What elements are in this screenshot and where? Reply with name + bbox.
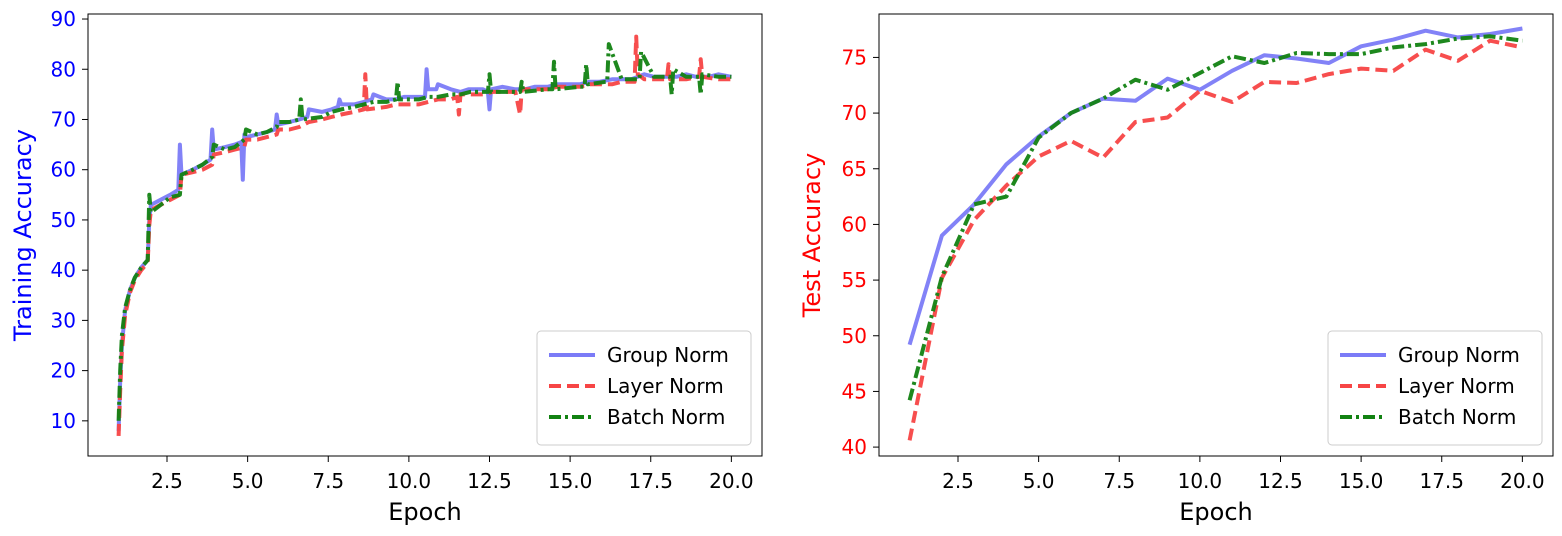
x-tick-label: 15.0 — [1339, 469, 1384, 493]
y-tick-label: 10 — [51, 409, 76, 433]
series-layer-test — [907, 26, 1523, 441]
x-tick-label: 15.0 — [548, 469, 593, 493]
legend-label: Group Norm — [1398, 343, 1520, 367]
x-tick-label: 12.5 — [1258, 469, 1303, 493]
series-line-batch-norm — [116, 42, 732, 421]
x-tick-label: 17.5 — [628, 469, 673, 493]
x-tick-label: 20.0 — [1500, 469, 1545, 493]
legend-training: Group Norm Layer Norm Batch Norm — [536, 330, 752, 446]
y-tick-label: 50 — [51, 208, 76, 232]
y-tick-label: 50 — [842, 324, 867, 348]
x-tick-label: 2.5 — [942, 469, 974, 493]
legend-label: Batch Norm — [607, 405, 725, 429]
y-ticks-training: 10 20 30 40 50 60 70 80 90 — [51, 7, 88, 433]
series-layer-training — [116, 34, 732, 436]
series-line-group-norm — [907, 26, 1523, 346]
y-ticks-test: 40 45 50 55 60 65 70 75 — [842, 45, 879, 459]
y-tick-label: 45 — [842, 379, 867, 403]
legend-label: Layer Norm — [1398, 374, 1515, 398]
chart-panel-test: 2.5 5.0 7.5 10.0 12.5 15.0 17.5 20.0 40 45 50 55 60… — [798, 13, 1554, 526]
x-tick-label: 5.0 — [1023, 469, 1055, 493]
x-axis-label-training: Epoch — [388, 498, 462, 526]
x-ticks-test: 2.5 5.0 7.5 10.0 12.5 15.0 17.5 20.0 — [942, 456, 1545, 493]
x-tick-label: 2.5 — [151, 469, 183, 493]
series-line-group-norm — [116, 67, 732, 431]
y-tick-label: 70 — [51, 107, 76, 131]
y-tick-label: 30 — [51, 308, 76, 332]
chart-panel-training: 2.5 5.0 7.5 10.0 12.5 15.0 17.5 20.0 10 20 30 40 50… — [9, 7, 763, 526]
legend-label: Layer Norm — [607, 374, 724, 398]
y-tick-label: 55 — [842, 268, 867, 292]
x-tick-label: 17.5 — [1419, 469, 1464, 493]
y-tick-label: 80 — [51, 57, 76, 81]
x-tick-label: 12.5 — [467, 469, 512, 493]
legend-label: Group Norm — [607, 343, 729, 367]
y-tick-label: 70 — [842, 101, 867, 125]
y-tick-label: 40 — [842, 435, 867, 459]
y-tick-label: 20 — [51, 359, 76, 383]
legend-label: Batch Norm — [1398, 405, 1516, 429]
x-tick-label: 10.0 — [1178, 469, 1223, 493]
x-ticks-training: 2.5 5.0 7.5 10.0 12.5 15.0 17.5 20.0 — [151, 456, 754, 493]
y-tick-label: 60 — [842, 212, 867, 236]
plot-frame-test — [878, 13, 1554, 457]
plot-frame-training — [87, 13, 763, 457]
x-tick-label: 7.5 — [312, 469, 344, 493]
y-axis-label-test: Test Accuracy — [798, 153, 826, 318]
x-tick-label: 20.0 — [709, 469, 754, 493]
x-tick-label: 10.0 — [387, 469, 432, 493]
y-tick-label: 60 — [51, 158, 76, 182]
y-tick-label: 90 — [51, 7, 76, 31]
y-tick-label: 40 — [51, 258, 76, 282]
series-line-batch-norm — [907, 34, 1523, 401]
x-tick-label: 5.0 — [232, 469, 264, 493]
y-tick-label: 75 — [842, 45, 867, 69]
y-axis-label-training: Training Accuracy — [9, 129, 37, 342]
legend-test: Group Norm Layer Norm Batch Norm — [1327, 330, 1543, 446]
x-axis-label-test: Epoch — [1179, 498, 1253, 526]
y-tick-label: 65 — [842, 157, 867, 181]
x-tick-label: 7.5 — [1103, 469, 1135, 493]
